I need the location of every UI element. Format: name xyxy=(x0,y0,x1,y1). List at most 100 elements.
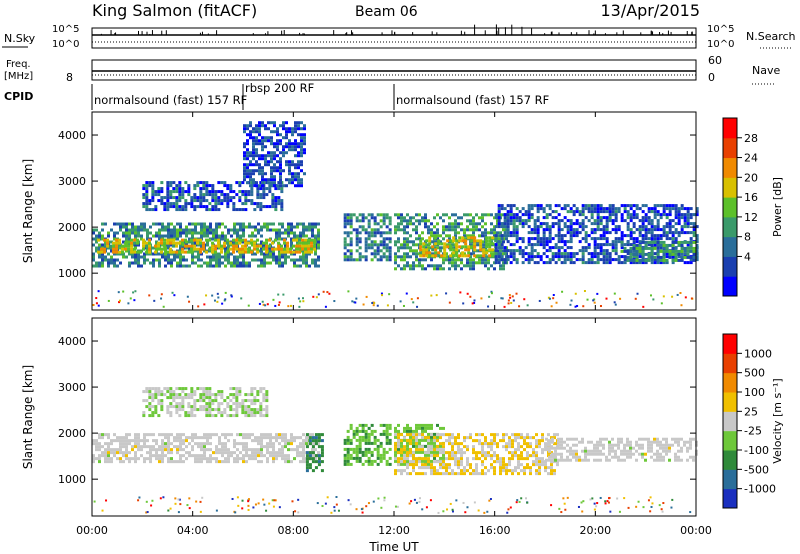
echo-cell xyxy=(409,255,412,259)
echo-cell xyxy=(273,169,276,173)
echo-cell xyxy=(294,166,297,170)
echo-cell xyxy=(281,261,284,265)
echo-cell xyxy=(191,436,194,440)
echo-cell xyxy=(689,207,693,211)
echo-cell xyxy=(142,238,146,242)
echo-cell xyxy=(508,451,511,455)
echo-cell xyxy=(290,442,293,446)
echo-cell xyxy=(500,255,504,259)
echo-cell xyxy=(403,252,406,256)
echo-cell xyxy=(170,261,173,265)
echo-cell xyxy=(176,264,179,268)
echo-cell xyxy=(154,411,158,415)
echo-cell xyxy=(425,254,429,258)
echo-cell xyxy=(512,213,516,217)
echo-cell xyxy=(125,442,128,446)
echo-cell xyxy=(611,228,615,232)
echo-cell xyxy=(665,243,669,247)
echo-cell xyxy=(470,239,474,243)
echo-cell xyxy=(131,261,134,265)
echo-cell xyxy=(157,387,161,391)
echo-cell xyxy=(283,241,287,245)
echo-cell xyxy=(478,472,481,476)
echo-cell xyxy=(475,433,478,437)
echo-cell xyxy=(484,261,487,265)
echo-cell xyxy=(314,249,317,253)
echo-cell xyxy=(263,445,266,449)
echo-cell xyxy=(620,204,624,208)
echo-cell xyxy=(376,438,380,442)
echo-cell xyxy=(134,290,137,293)
echo-cell xyxy=(163,208,167,212)
echo-cell xyxy=(113,237,116,241)
echo-cell xyxy=(134,225,137,229)
echo-cell xyxy=(644,258,648,262)
echo-cell xyxy=(433,466,436,470)
echo-cell xyxy=(172,187,176,191)
echo-cell xyxy=(199,399,203,403)
echo-cell xyxy=(409,264,412,268)
echo-cell xyxy=(511,469,514,473)
echo-cell xyxy=(278,234,281,238)
echo-cell xyxy=(617,261,621,265)
echo-cell xyxy=(502,433,505,437)
echo-cell xyxy=(514,466,517,470)
echo-cell xyxy=(422,248,426,252)
echo-cell xyxy=(172,244,176,248)
echo-cell xyxy=(187,187,191,191)
echo-cell xyxy=(488,239,492,243)
echo-cell xyxy=(529,442,532,446)
echo-cell xyxy=(161,460,164,464)
echo-cell xyxy=(512,231,516,235)
echo-cell xyxy=(215,252,218,256)
echo-cell xyxy=(563,252,567,256)
echo-cell xyxy=(169,405,173,409)
echo-cell xyxy=(176,436,179,440)
echo-cell xyxy=(370,246,374,250)
echo-cell xyxy=(605,216,609,220)
echo-cell xyxy=(355,219,359,223)
echo-cell xyxy=(288,148,291,152)
echo-cell xyxy=(317,463,321,467)
echo-cell xyxy=(397,249,400,253)
echo-cell xyxy=(451,454,454,458)
nave-tick-bottom: 0 xyxy=(708,71,715,84)
echo-cell xyxy=(173,231,176,235)
echo-cell xyxy=(493,454,496,458)
echo-cell xyxy=(412,457,415,461)
echo-cell xyxy=(394,213,397,217)
echo-cell xyxy=(232,244,236,248)
echo-cell xyxy=(185,234,188,238)
echo-cell xyxy=(457,460,460,464)
echo-cell xyxy=(261,148,264,152)
echo-cell xyxy=(500,222,504,226)
echo-cell xyxy=(274,208,278,212)
echo-cell xyxy=(421,231,424,235)
echo-cell xyxy=(197,460,200,464)
echo-cell xyxy=(505,466,508,470)
echo-cell xyxy=(515,292,518,295)
echo-cell xyxy=(527,231,531,235)
echo-cell xyxy=(538,445,541,449)
echo-cell xyxy=(507,302,510,305)
echo-cell xyxy=(656,249,660,253)
echo-cell xyxy=(254,225,257,229)
echo-cell xyxy=(445,225,448,229)
echo-cell xyxy=(488,248,492,252)
echo-cell xyxy=(548,204,552,208)
echo-cell xyxy=(686,213,690,217)
echo-cell xyxy=(479,239,483,243)
echo-cell xyxy=(151,393,155,397)
echo-cell xyxy=(169,387,173,391)
echo-cell xyxy=(252,172,255,176)
echo-cell xyxy=(439,444,442,448)
echo-cell xyxy=(647,258,651,262)
echo-cell xyxy=(157,390,161,394)
echo-cell xyxy=(521,249,525,253)
echo-cell xyxy=(466,469,469,473)
echo-cell xyxy=(403,454,406,458)
echo-cell xyxy=(300,121,303,125)
echo-cell xyxy=(266,451,269,455)
echo-cell xyxy=(128,451,131,455)
echo-cell xyxy=(184,181,188,185)
